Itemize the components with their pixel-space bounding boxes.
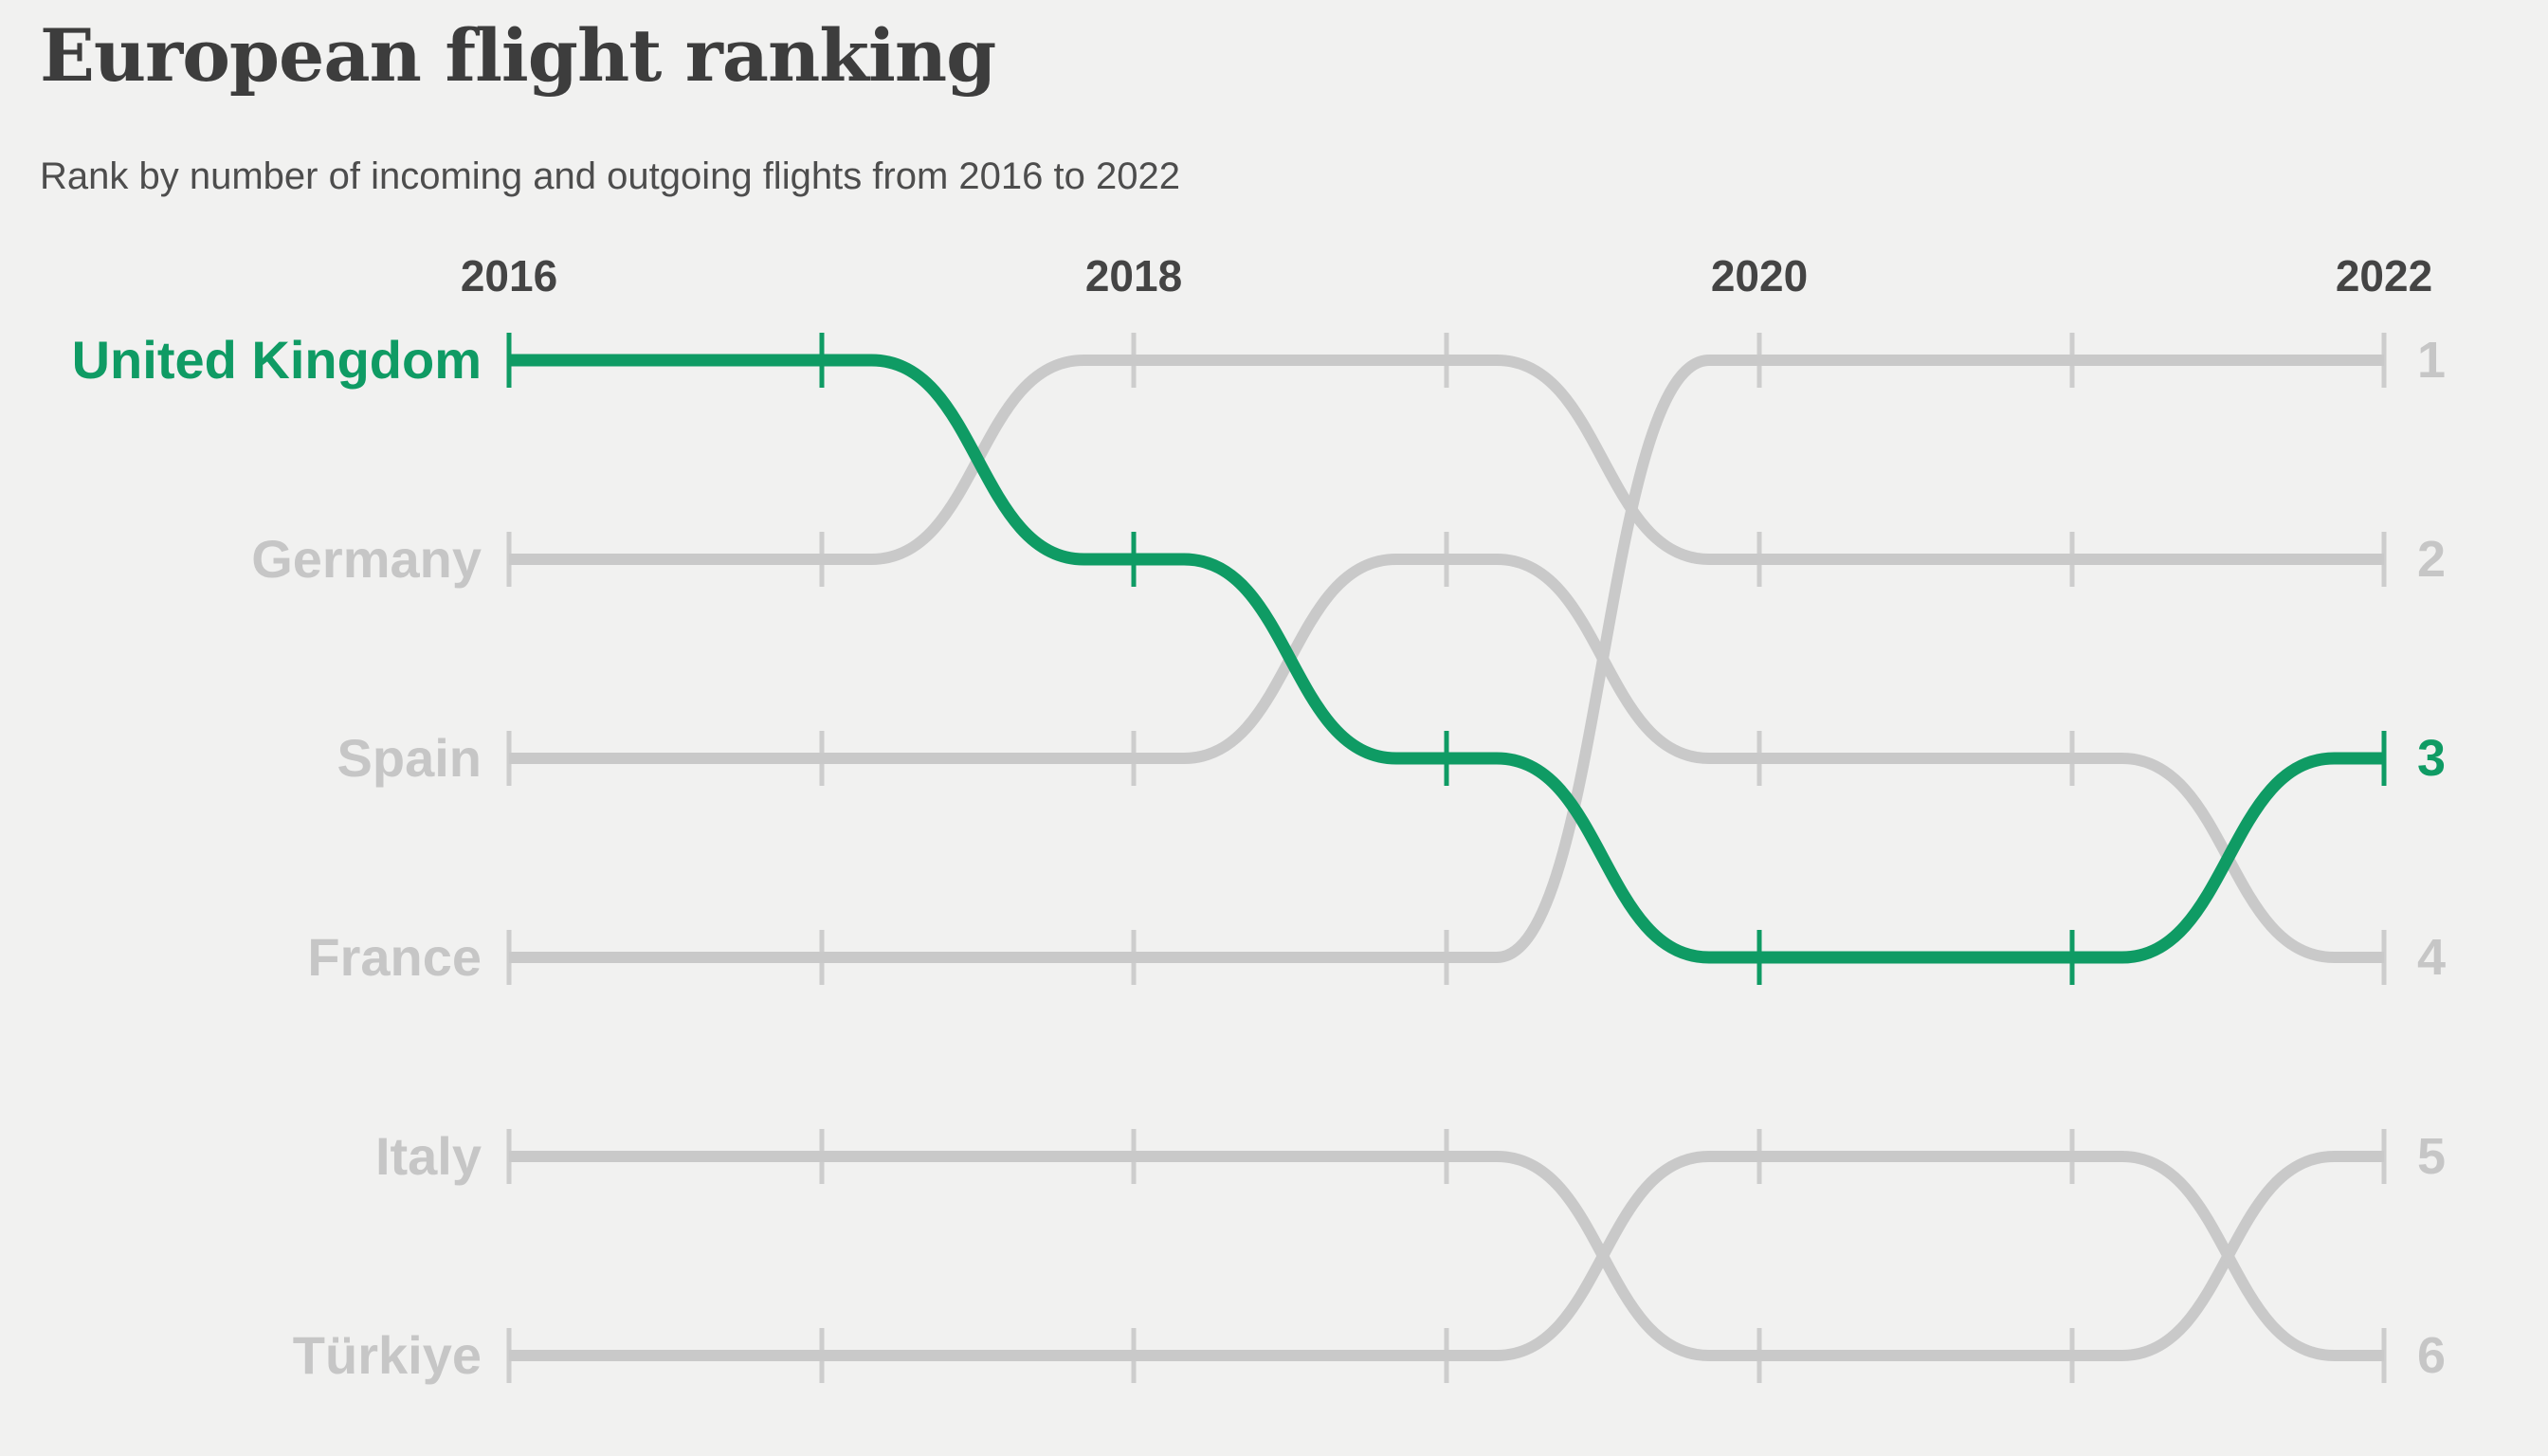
rank-label-3: 3 bbox=[2417, 730, 2447, 787]
rank-line-italy bbox=[509, 1151, 2384, 1361]
year-label-2018: 2018 bbox=[1084, 251, 1183, 300]
rank-label-6: 6 bbox=[2417, 1327, 2447, 1384]
year-ticks bbox=[506, 333, 2387, 1383]
rank-line-france bbox=[509, 355, 2384, 963]
country-label-germany: Germany bbox=[251, 529, 482, 589]
country-label-italy: Italy bbox=[374, 1126, 482, 1186]
rank-label-1: 1 bbox=[2417, 332, 2447, 389]
country-label-united-kingdom: United Kingdom bbox=[71, 330, 482, 390]
page-title: European flight ranking bbox=[40, 13, 996, 98]
rank-line-united-kingdom bbox=[509, 354, 2384, 964]
rank-lines bbox=[509, 354, 2384, 1361]
country-label-france: France bbox=[307, 927, 482, 987]
rank-line-türkiye bbox=[509, 1151, 2384, 1361]
page-subtitle: Rank by number of incoming and outgoing … bbox=[40, 155, 1180, 197]
rank-line-germany bbox=[509, 355, 2384, 565]
year-label-2016: 2016 bbox=[460, 251, 558, 300]
country-label-turkiye: Türkiye bbox=[292, 1325, 482, 1385]
country-label-spain: Spain bbox=[337, 728, 482, 788]
year-label-2022: 2022 bbox=[2335, 251, 2433, 300]
year-label-2020: 2020 bbox=[1710, 251, 1809, 300]
rank-label-5: 5 bbox=[2417, 1128, 2447, 1185]
rank-label-4: 4 bbox=[2417, 929, 2447, 986]
rank-label-2: 2 bbox=[2417, 531, 2447, 588]
